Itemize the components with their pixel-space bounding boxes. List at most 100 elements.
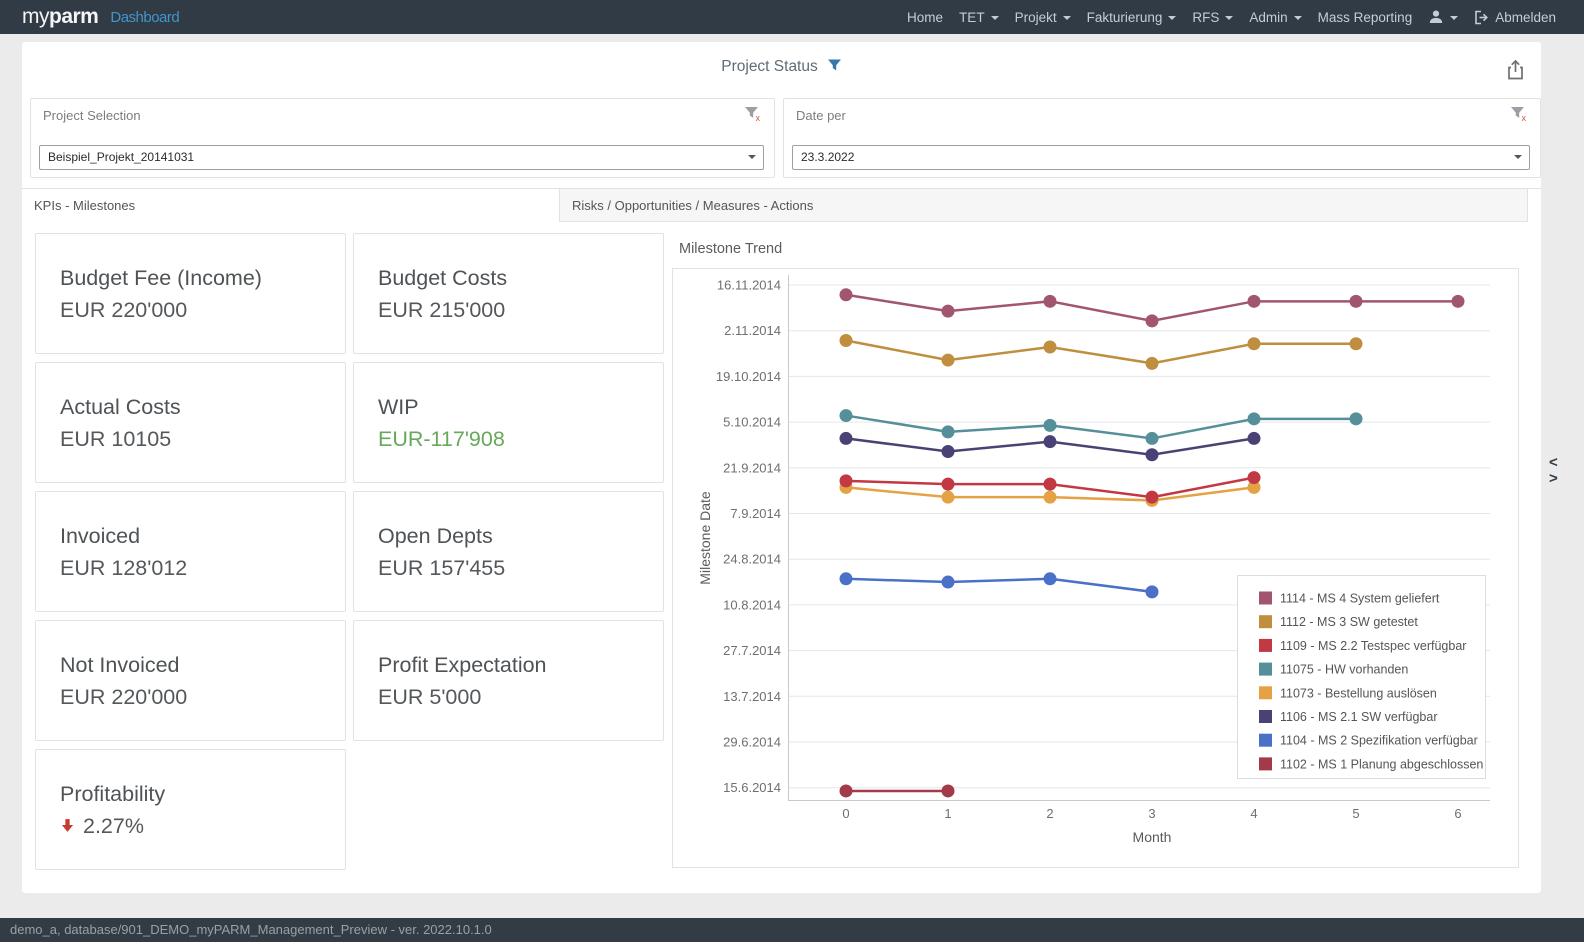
chart-point xyxy=(1043,572,1057,586)
y-tick-label: 13.7.2014 xyxy=(723,689,781,704)
legend-swatch xyxy=(1259,638,1272,652)
nav-item-tet[interactable]: TET xyxy=(951,0,1007,34)
nav-item-mass-reporting[interactable]: Mass Reporting xyxy=(1310,0,1421,34)
clear-filter-icon[interactable]: x xyxy=(1510,106,1528,123)
chart-point xyxy=(839,474,853,488)
chevron-down-icon xyxy=(748,155,756,159)
kpi-title: Profit Expectation xyxy=(378,652,547,677)
chart-legend: 1114 - MS 4 System geliefert 1112 - MS 3 … xyxy=(1237,575,1486,779)
nav-item-admin[interactable]: Admin xyxy=(1241,0,1309,34)
nav-item-rfs[interactable]: RFS xyxy=(1184,0,1241,34)
user-menu-button[interactable] xyxy=(1420,0,1466,34)
tab-risks-opportunities-measures-actions[interactable]: Risks / Opportunities / Measures - Actio… xyxy=(560,189,1528,222)
project-selection-value: Beispiel_Projekt_20141031 xyxy=(48,150,195,164)
y-tick-label: 5.10.2014 xyxy=(723,415,781,430)
legend-item[interactable]: 11075 - HW vorhanden xyxy=(1259,662,1408,677)
svg-text:x: x xyxy=(756,113,761,123)
legend-label: 1114 - MS 4 System geliefert xyxy=(1280,592,1440,606)
kpi-card-not-invoiced: Not Invoiced EUR 220'000 xyxy=(35,620,346,741)
chart-line xyxy=(845,577,1153,594)
tabs-spacer xyxy=(1528,189,1541,222)
chart-point xyxy=(839,784,853,798)
panel-expand-icon[interactable]: > xyxy=(1549,470,1558,487)
kpi-card-open-depts: Open Depts EUR 157'455 xyxy=(353,491,664,612)
chart-point xyxy=(1451,294,1465,308)
chart-point xyxy=(1043,418,1057,432)
app-title: Dashboard xyxy=(110,9,180,26)
y-tick-label: 27.7.2014 xyxy=(723,643,781,658)
chart-point xyxy=(1247,480,1261,494)
chevron-down-icon xyxy=(1514,155,1522,159)
legend-item[interactable]: 1112 - MS 3 SW getestet xyxy=(1259,615,1418,629)
kpi-card-invoiced: Invoiced EUR 128'012 xyxy=(35,491,346,612)
nav-item-fakturierung[interactable]: Fakturierung xyxy=(1079,0,1185,34)
nav-item-home[interactable]: Home xyxy=(899,0,951,34)
legend-label: 1106 - MS 2.1 SW verfügbar xyxy=(1280,710,1437,724)
legend-item[interactable]: 11073 - Bestellung auslösen xyxy=(1259,686,1437,700)
x-tick-label: 5 xyxy=(1352,806,1359,821)
chart-point xyxy=(941,444,955,458)
legend-item[interactable]: 1104 - MS 2 Spezifikation verfügbar xyxy=(1259,733,1478,748)
chart-point xyxy=(839,288,853,302)
export-icon xyxy=(1508,66,1523,80)
kpi-value: EUR 157'455 xyxy=(378,555,506,580)
kpi-title: Actual Costs xyxy=(60,394,181,419)
svg-text:x: x xyxy=(1522,113,1527,123)
logo-my: my xyxy=(22,5,50,28)
project-selection-dropdown[interactable]: Beispiel_Projekt_20141031 xyxy=(39,145,764,170)
x-axis-title: Month xyxy=(1133,829,1172,845)
kpi-title: Profitability xyxy=(60,781,166,806)
legend-item[interactable]: 1114 - MS 4 System geliefert xyxy=(1259,591,1440,606)
y-tick-label: 29.6.2014 xyxy=(723,735,781,750)
legend-swatch xyxy=(1259,686,1272,700)
kpi-value: EUR 10105 xyxy=(60,426,172,451)
kpi-value: EUR 220'000 xyxy=(60,684,188,709)
y-tick-label: 19.10.2014 xyxy=(716,369,781,384)
chart-point xyxy=(1247,471,1261,485)
chart-gridlines: 16.11.2014 2.11.2014 19.10.2014 5.10.2014 21… xyxy=(716,278,1490,795)
legend-item[interactable]: 1106 - MS 2.1 SW verfügbar xyxy=(1259,710,1437,724)
app-logo[interactable]: my parm Dashboard xyxy=(22,5,180,29)
legend-swatch xyxy=(1259,662,1272,676)
legend-item[interactable]: 1102 - MS 1 Planung abgeschlossen xyxy=(1259,757,1483,771)
side-panel-handle: < > xyxy=(1549,455,1569,487)
y-tick-label: 16.11.2014 xyxy=(717,278,781,293)
top-navbar: my parm Dashboard Home TET Projekt Fakturier… xyxy=(0,0,1584,34)
kpi-title: Invoiced xyxy=(60,523,141,548)
filter-icon[interactable] xyxy=(827,58,842,73)
chart-point xyxy=(1247,431,1261,445)
nav-item-projekt[interactable]: Projekt xyxy=(1007,0,1079,34)
trend-down-icon xyxy=(61,819,74,832)
chart-point xyxy=(839,431,853,445)
x-tick-label: 2 xyxy=(1046,806,1053,821)
x-tick-label: 6 xyxy=(1454,806,1461,821)
legend-item[interactable]: 1109 - MS 2.2 Testspec verfügbar xyxy=(1259,638,1466,653)
date-per-card: Date per x 23.3.2022 xyxy=(783,98,1541,178)
status-bar: demo_a, database/901_DEMO_myPARM_Managem… xyxy=(0,918,1584,942)
chart-point xyxy=(1247,412,1261,426)
chart-point xyxy=(839,409,853,423)
project-selection-card: Project Selection x Beispiel_Projekt_201… xyxy=(30,98,775,178)
chart-point xyxy=(839,572,853,586)
logout-icon xyxy=(1475,10,1489,24)
kpi-card-profitability: Profitability 2.27% xyxy=(35,749,346,870)
tab-kpis-milestones[interactable]: KPIs - Milestones xyxy=(22,189,560,222)
chart-point xyxy=(941,425,955,439)
nav-items: Home TET Projekt Fakturierung RFS Admin Mass R… xyxy=(899,0,1420,34)
kpi-title: Not Invoiced xyxy=(60,652,180,677)
legend-swatch xyxy=(1259,757,1272,771)
chart-title: Milestone Trend xyxy=(679,241,783,257)
chart-point xyxy=(1145,490,1159,504)
date-per-dropdown[interactable]: 23.3.2022 xyxy=(792,145,1530,170)
export-button[interactable] xyxy=(1504,58,1527,81)
nav-item-label: Fakturierung xyxy=(1086,9,1163,25)
chart-point xyxy=(1145,585,1159,599)
logout-button[interactable]: Abmelden xyxy=(1466,0,1564,34)
panel-collapse-icon[interactable]: < xyxy=(1549,454,1558,471)
chart-point xyxy=(1043,294,1057,308)
chevron-down-icon xyxy=(1168,16,1177,20)
clear-filter-icon[interactable]: x xyxy=(744,106,762,123)
chevron-down-icon xyxy=(1225,16,1234,20)
chart-point xyxy=(941,575,955,589)
chart-point xyxy=(941,477,955,491)
